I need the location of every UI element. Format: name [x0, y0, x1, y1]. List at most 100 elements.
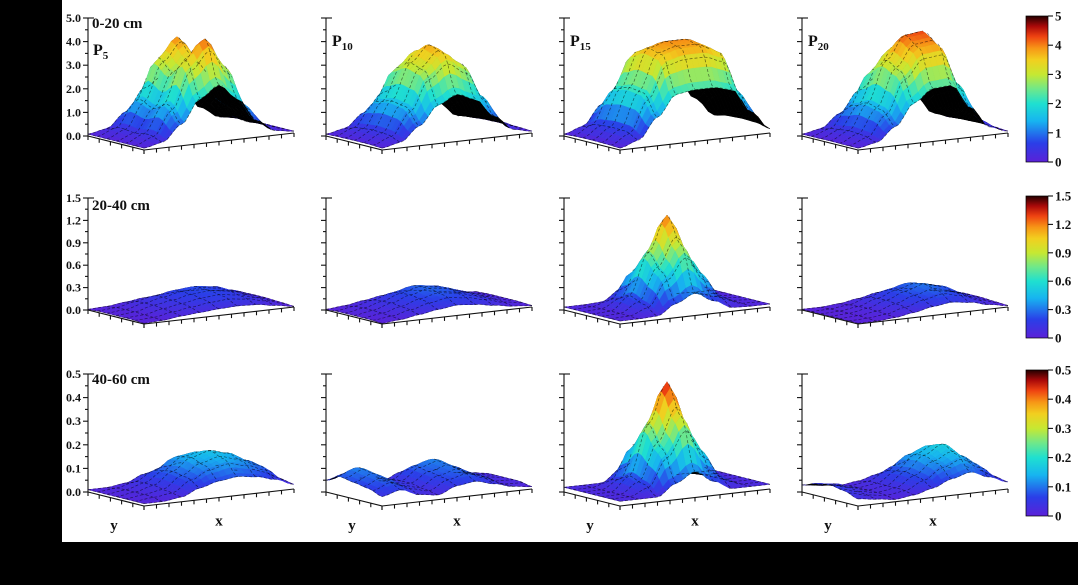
surface-panel-p5-20-40cm: 20-40 cm 0.0 0.3 0.6 0.9 1.2 1.5: [62, 188, 300, 360]
z-axis: [321, 373, 332, 493]
colorbar-ticks: [1048, 15, 1053, 163]
base-axes: [801, 488, 1009, 510]
colorbar-40-60cm: 0.5 0.4 0.3 0.2 0.1 0: [1014, 362, 1078, 542]
surface-mesh-faces: [563, 214, 771, 322]
surface-gridlines: [801, 282, 1009, 324]
z-tick-labels: 0.0 0.1 0.2 0.3 0.4 0.5: [66, 367, 81, 499]
z-axis: [559, 17, 570, 137]
svg-text:0.6: 0.6: [1055, 274, 1072, 289]
y-axis-label: y: [586, 518, 594, 534]
svg-text:5: 5: [1055, 9, 1062, 24]
base-axes: [87, 306, 295, 328]
surface-gridlines: [563, 383, 771, 502]
row-20-40cm: 20-40 cm 0.0 0.3 0.6 0.9 1.2 1.5 1.5 1.2 0.9 0.6…: [62, 188, 1078, 360]
svg-text:0.2: 0.2: [66, 438, 81, 452]
depth-label: 0-20 cm: [92, 16, 143, 32]
base-axes: [801, 306, 1009, 328]
svg-text:0.0: 0.0: [66, 303, 81, 317]
base-axes: [87, 488, 295, 510]
surface-gridlines: [563, 216, 771, 322]
x-axis-label: x: [691, 514, 699, 530]
surface-mesh-faces: [563, 39, 771, 149]
surface-3d-plot: [321, 197, 533, 328]
treatment-label-sub: 20: [817, 41, 829, 54]
colorbar-ticks: [1048, 195, 1053, 339]
surface-mesh-faces: [87, 36, 295, 149]
row-0-20cm: 0-20 cm P5 0.0 1.0 2.0 3.0 4.0 5.0 P10 P15 P2…: [62, 6, 1078, 186]
surface-panel-p5-40-60cm: 40-60 cm 0.0 0.1 0.2 0.3 0.4 0.5 y x: [62, 362, 300, 542]
colorbar-20-40cm: 1.5 1.2 0.9 0.6 0.3 0: [1014, 188, 1078, 360]
z-axis: [83, 197, 94, 311]
colorbar-tick-labels: 0.50.40.30.20.10: [1055, 363, 1072, 524]
depth-label: 20-40 cm: [92, 198, 150, 214]
svg-text:0.0: 0.0: [66, 129, 81, 143]
surface-panel-p5-0-20cm: 0-20 cm P5 0.0 1.0 2.0 3.0 4.0 5.0: [62, 6, 300, 186]
colorbar-scale: 5 4 3 2 1 0: [1025, 9, 1062, 170]
svg-text:0.9: 0.9: [1055, 245, 1072, 260]
treatment-label-main: P: [332, 33, 342, 50]
base-axes: [325, 306, 533, 328]
surface-3d-plot: [559, 197, 771, 328]
svg-text:0.4: 0.4: [66, 391, 81, 405]
z-tick-labels: 0.0 0.3 0.6 0.9 1.2 1.5: [66, 191, 81, 317]
x-axis-label: x: [215, 514, 223, 530]
treatment-label: P10: [332, 33, 353, 53]
z-axis: [321, 197, 332, 311]
treatment-label: P20: [808, 33, 829, 53]
z-axis: [83, 373, 94, 493]
z-tick-labels: 0.0 1.0 2.0 3.0 4.0 5.0: [66, 11, 81, 143]
base-axes: [563, 306, 771, 328]
surface-gridlines: [87, 450, 295, 504]
svg-text:1.2: 1.2: [1055, 217, 1071, 232]
z-axis: [83, 17, 94, 137]
surface-gridlines: [325, 285, 533, 324]
depth-label: 40-60 cm: [92, 372, 150, 388]
svg-text:1.2: 1.2: [66, 213, 81, 227]
svg-text:1.0: 1.0: [66, 105, 81, 119]
treatment-label-sub: 5: [102, 50, 109, 63]
surface-mesh-faces: [563, 381, 771, 502]
base-axes: [563, 132, 771, 154]
svg-text:0: 0: [1055, 331, 1062, 346]
surface-3d-plot: 0.0 0.3 0.6 0.9 1.2 1.5: [66, 191, 295, 328]
svg-text:1.5: 1.5: [66, 191, 81, 205]
surface-mesh-faces: [801, 30, 1009, 149]
y-axis-label: y: [110, 518, 118, 534]
svg-text:2: 2: [1055, 96, 1062, 111]
svg-text:0.3: 0.3: [66, 414, 81, 428]
z-axis: [797, 17, 808, 137]
surface-mesh-faces: [325, 44, 533, 149]
base-axes: [87, 132, 295, 154]
letterbox-left: [0, 0, 62, 585]
svg-text:0.3: 0.3: [66, 281, 81, 295]
treatment-label-main: P: [93, 42, 103, 59]
x-axis-label: x: [929, 514, 937, 530]
surface-3d-plot: 0.00.10.20.30.40.5y x: [66, 367, 295, 535]
treatment-label-sub: 15: [579, 41, 591, 54]
colorbar-scale: 0.50.40.30.20.10: [1025, 363, 1072, 524]
base-axes: [801, 132, 1009, 154]
z-axis: [559, 373, 570, 493]
y-axis-label: y: [348, 518, 356, 534]
treatment-label-main: P: [570, 33, 580, 50]
z-axis: [797, 197, 808, 311]
surface-panel-p20-20-40cm: [776, 188, 1014, 360]
surface-3d-plot: [321, 17, 533, 154]
surface-panel-p10-20-40cm: [300, 188, 538, 360]
surface-panel-p10-0-20cm: P10: [300, 6, 538, 186]
surface-gridlines: [563, 38, 769, 149]
treatment-label: P15: [570, 33, 591, 53]
svg-text:0.5: 0.5: [66, 367, 81, 381]
svg-text:3: 3: [1055, 67, 1062, 82]
surface-gridlines: [87, 286, 295, 324]
svg-text:0.6: 0.6: [66, 258, 81, 272]
base-axes: [325, 488, 533, 510]
svg-text:1.5: 1.5: [1055, 189, 1072, 204]
